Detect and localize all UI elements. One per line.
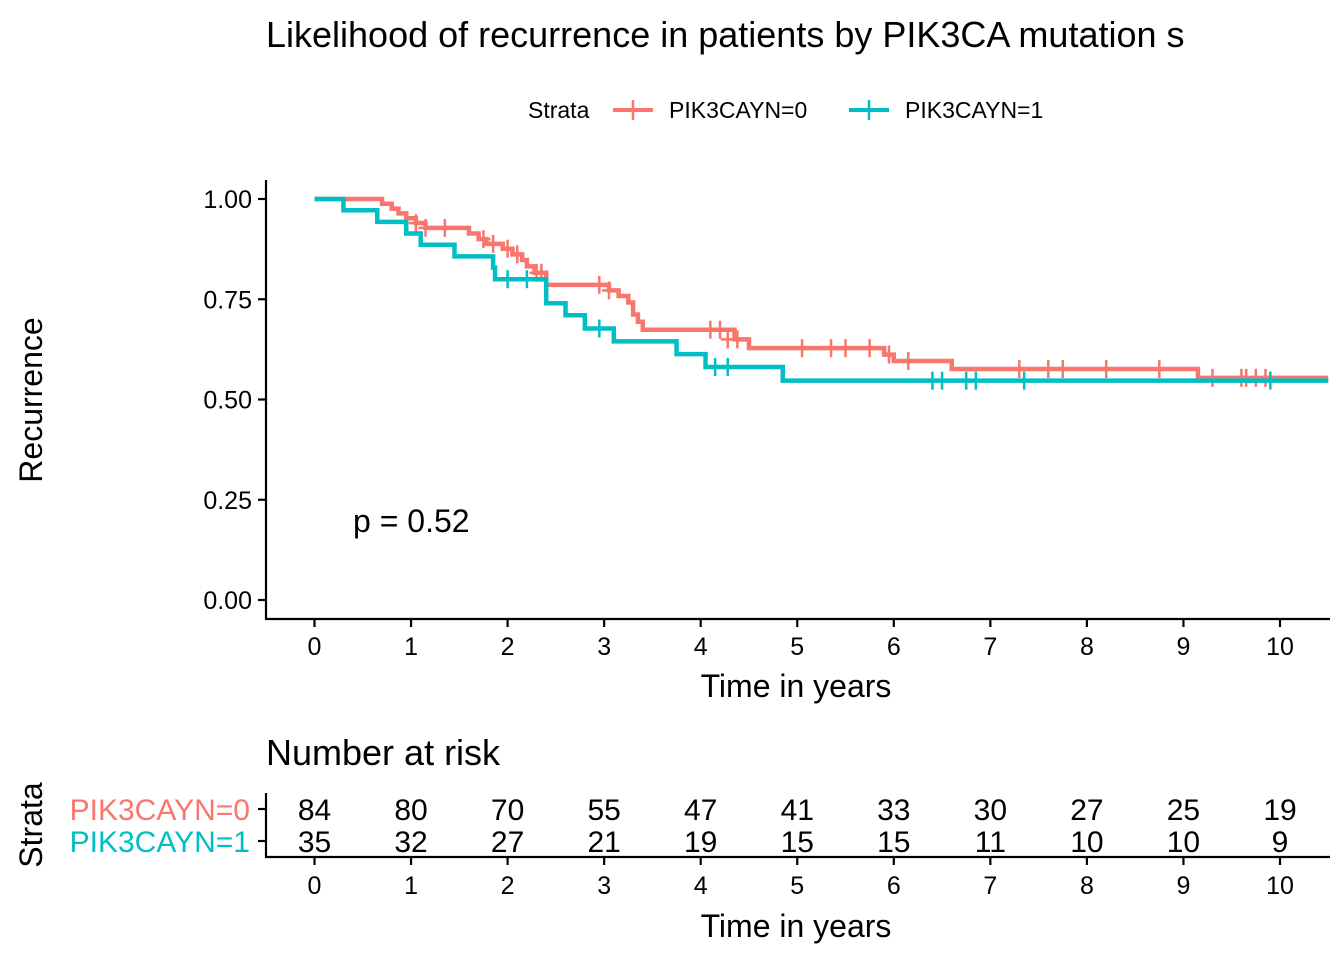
risk-x-tick-label: 3 xyxy=(597,872,611,900)
y-tick-label: 0.25 xyxy=(203,487,252,515)
x-axis-title: Time in years xyxy=(701,668,892,704)
risk-count: 41 xyxy=(781,794,814,827)
legend-label-series-1: PIK3CAYN=1 xyxy=(905,97,1043,123)
risk-count: 27 xyxy=(491,826,524,859)
series-1 xyxy=(314,196,1329,390)
risk-count: 11 xyxy=(975,826,1006,859)
x-tick-label: 8 xyxy=(1080,633,1094,661)
risk-table-title: Number at risk xyxy=(266,732,501,773)
risk-count: 70 xyxy=(491,794,524,827)
risk-count: 15 xyxy=(877,826,910,859)
x-tick-label: 10 xyxy=(1266,633,1294,661)
risk-count: 19 xyxy=(1263,794,1296,827)
x-tick-label: 0 xyxy=(308,633,322,661)
series-layer xyxy=(314,196,1329,390)
legend-key-series-0 xyxy=(613,100,653,120)
risk-count: 10 xyxy=(1070,826,1103,859)
x-tick-label: 1 xyxy=(404,633,418,661)
risk-x-tick-label: 8 xyxy=(1080,872,1094,900)
chart-title: Likelihood of recurrence in patients by … xyxy=(266,14,1185,55)
legend-label-series-0: PIK3CAYN=0 xyxy=(669,97,807,123)
risk-count: 19 xyxy=(684,826,717,859)
y-tick-label: 1.00 xyxy=(203,186,252,214)
risk-count: 80 xyxy=(394,794,427,827)
risk-row-0: PIK3CAYN=0 84 80 70 55 47 41 33 30 27 25 19 xyxy=(70,794,1297,827)
risk-x-tick-label: 0 xyxy=(308,872,322,900)
y-tick-label: 0.00 xyxy=(203,587,252,615)
risk-x-tick-label: 4 xyxy=(694,872,708,900)
risk-x-tick-label: 5 xyxy=(790,872,804,900)
risk-count: 21 xyxy=(587,826,620,859)
risk-count: 33 xyxy=(877,794,910,827)
risk-row-label: PIK3CAYN=0 xyxy=(70,794,250,827)
x-tick-label: 7 xyxy=(983,633,997,661)
risk-count: 55 xyxy=(587,794,620,827)
risk-count: 27 xyxy=(1070,794,1103,827)
risk-x-tick-label: 10 xyxy=(1266,872,1294,900)
x-tick-label: 5 xyxy=(790,633,804,661)
y-axis-ticks: 0.00 0.25 0.50 0.75 1.00 xyxy=(203,186,266,615)
x-tick-label: 6 xyxy=(887,633,901,661)
risk-row-label: PIK3CAYN=1 xyxy=(70,826,250,859)
risk-x-tick-label: 9 xyxy=(1176,872,1190,900)
y-tick-label: 0.50 xyxy=(203,387,252,415)
legend-key-series-1 xyxy=(849,100,889,120)
x-tick-label: 4 xyxy=(694,633,708,661)
risk-table-strata-axis-title: Strata xyxy=(13,782,49,868)
survival-curve xyxy=(314,196,1329,381)
risk-table-x-axis-title: Time in years xyxy=(701,908,892,944)
risk-count: 25 xyxy=(1167,794,1200,827)
y-axis-title: Recurrence xyxy=(13,317,49,482)
x-tick-label: 2 xyxy=(501,633,515,661)
series-0 xyxy=(314,196,1329,387)
p-value-annotation: p = 0.52 xyxy=(353,503,470,539)
risk-x-tick-label: 6 xyxy=(887,872,901,900)
risk-x-tick-label: 1 xyxy=(404,872,418,900)
x-axis-ticks: 0 1 2 3 4 5 6 7 8 9 10 xyxy=(308,619,1294,661)
risk-x-tick-label: 2 xyxy=(501,872,515,900)
risk-count: 15 xyxy=(781,826,814,859)
y-tick-label: 0.75 xyxy=(203,286,252,314)
legend-title: Strata xyxy=(528,97,590,123)
risk-count: 10 xyxy=(1167,826,1200,859)
risk-table-rows: PIK3CAYN=0 84 80 70 55 47 41 33 30 27 25 19PIK3CAYN… xyxy=(70,794,1297,859)
risk-table-x-axis-ticks: 0 1 2 3 4 5 6 7 8 9 10 xyxy=(308,857,1294,900)
risk-row-1: PIK3CAYN=1 35 32 27 21 19 15 15 11 10 10 9 xyxy=(70,826,1289,859)
risk-count: 84 xyxy=(298,794,331,827)
risk-count: 30 xyxy=(974,794,1007,827)
risk-count: 35 xyxy=(298,826,331,859)
legend: Strata PIK3CAYN=0 PIK3CAYN=1 xyxy=(528,97,1043,123)
risk-x-tick-label: 7 xyxy=(983,872,997,900)
x-tick-label: 9 xyxy=(1176,633,1190,661)
risk-count: 32 xyxy=(394,826,427,859)
risk-count: 47 xyxy=(684,794,717,827)
x-tick-label: 3 xyxy=(597,633,611,661)
risk-count: 9 xyxy=(1272,826,1289,859)
